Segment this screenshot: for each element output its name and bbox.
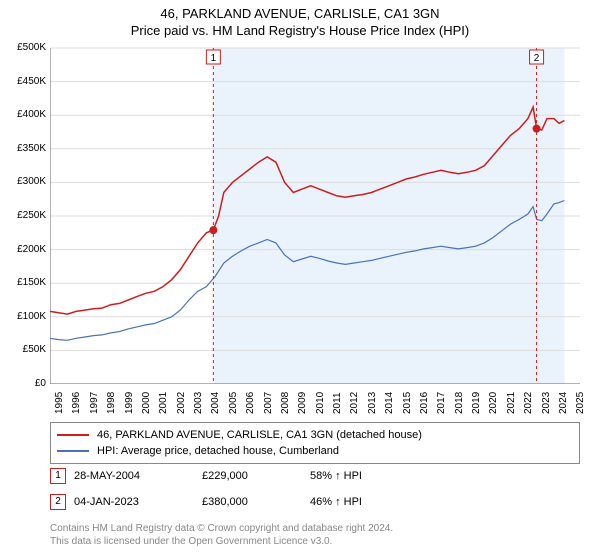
x-tick-label: 2004: [210, 392, 221, 414]
x-tick-label: 1998: [106, 392, 117, 414]
footer-text: Contains HM Land Registry data © Crown c…: [50, 522, 580, 548]
x-tick-label: 2023: [541, 392, 552, 414]
x-tick-label: 2012: [349, 392, 360, 414]
legend-label-hpi: HPI: Average price, detached house, Cumb…: [97, 445, 339, 457]
x-tick-label: 2006: [245, 392, 256, 414]
x-tick-label: 2016: [419, 392, 430, 414]
title-address: 46, PARKLAND AVENUE, CARLISLE, CA1 3GN: [0, 6, 600, 21]
x-tick-label: 2025: [575, 392, 586, 414]
x-tick-label: 2001: [158, 392, 169, 414]
legend-row-property: 46, PARKLAND AVENUE, CARLISLE, CA1 3GN (…: [57, 427, 573, 443]
y-tick-label: £450K: [0, 76, 46, 87]
x-tick-label: 2000: [141, 392, 152, 414]
x-tick-label: 2011: [332, 392, 343, 414]
x-tick-label: 1999: [124, 392, 135, 414]
x-tick-label: 1997: [89, 392, 100, 414]
sale-hpi-2: 46% ↑ HPI: [310, 496, 430, 508]
legend-swatch-hpi: [57, 450, 89, 452]
y-tick-label: £100K: [0, 311, 46, 322]
x-tick-label: 2003: [193, 392, 204, 414]
x-tick-label: 2010: [315, 392, 326, 414]
svg-text:2: 2: [534, 53, 540, 64]
y-tick-label: £250K: [0, 210, 46, 221]
sale-marker-2: 2: [50, 494, 66, 510]
sale-row-1: 1 28-MAY-2004 £229,000 58% ↑ HPI: [50, 468, 580, 484]
sale-date-2: 04-JAN-2023: [74, 496, 194, 508]
legend-label-property: 46, PARKLAND AVENUE, CARLISLE, CA1 3GN (…: [97, 429, 422, 441]
sale-price-1: £229,000: [202, 470, 302, 482]
x-tick-label: 2007: [263, 392, 274, 414]
legend-box: 46, PARKLAND AVENUE, CARLISLE, CA1 3GN (…: [50, 422, 580, 464]
y-tick-label: £50K: [0, 344, 46, 355]
y-tick-label: £500K: [0, 42, 46, 53]
x-tick-label: 2018: [454, 392, 465, 414]
y-tick-label: £350K: [0, 143, 46, 154]
x-tick-label: 2008: [280, 392, 291, 414]
sale-price-2: £380,000: [202, 496, 302, 508]
footer-line2: This data is licensed under the Open Gov…: [50, 535, 580, 548]
x-tick-label: 2014: [384, 392, 395, 414]
title-block: 46, PARKLAND AVENUE, CARLISLE, CA1 3GN P…: [0, 0, 600, 38]
sale-hpi-1: 58% ↑ HPI: [310, 470, 430, 482]
x-tick-label: 2005: [228, 392, 239, 414]
legend-row-hpi: HPI: Average price, detached house, Cumb…: [57, 443, 573, 459]
x-tick-label: 2019: [471, 392, 482, 414]
x-tick-label: 2020: [488, 392, 499, 414]
y-tick-label: £300K: [0, 176, 46, 187]
legend-swatch-property: [57, 434, 89, 436]
x-tick-label: 2015: [402, 392, 413, 414]
svg-text:1: 1: [211, 53, 217, 64]
x-tick-label: 1996: [71, 392, 82, 414]
chart-svg: 12: [50, 44, 580, 384]
y-tick-label: £400K: [0, 109, 46, 120]
y-tick-label: £150K: [0, 277, 46, 288]
x-tick-label: 1995: [54, 392, 65, 414]
x-tick-label: 2013: [367, 392, 378, 414]
x-tick-label: 2017: [436, 392, 447, 414]
container: 46, PARKLAND AVENUE, CARLISLE, CA1 3GN P…: [0, 0, 600, 560]
y-tick-label: £200K: [0, 244, 46, 255]
price-chart: 12: [50, 44, 580, 384]
sale-marker-1: 1: [50, 468, 66, 484]
x-tick-label: 2022: [523, 392, 534, 414]
sale-date-1: 28-MAY-2004: [74, 470, 194, 482]
footer-line1: Contains HM Land Registry data © Crown c…: [50, 522, 580, 535]
sale-row-2: 2 04-JAN-2023 £380,000 46% ↑ HPI: [50, 494, 580, 510]
x-tick-label: 2024: [558, 392, 569, 414]
x-tick-label: 2021: [506, 392, 517, 414]
y-tick-label: £0: [0, 378, 46, 389]
title-subtitle: Price paid vs. HM Land Registry's House …: [0, 23, 600, 38]
x-tick-label: 2002: [176, 392, 187, 414]
x-tick-label: 2009: [297, 392, 308, 414]
